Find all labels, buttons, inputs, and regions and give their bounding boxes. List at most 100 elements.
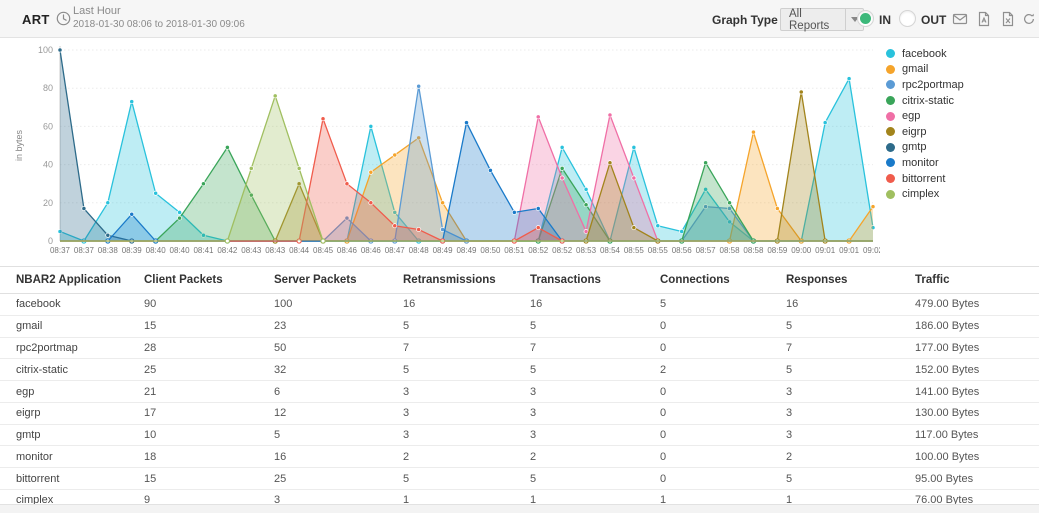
data-point[interactable] xyxy=(727,206,732,211)
data-point[interactable] xyxy=(607,112,613,118)
column-header[interactable]: Traffic xyxy=(899,266,1039,294)
data-point[interactable] xyxy=(559,144,565,150)
table-row[interactable]: egp 21 6 3 3 0 3 141.00 Bytes xyxy=(0,380,1039,403)
data-point[interactable] xyxy=(631,175,637,181)
data-point[interactable] xyxy=(248,192,254,198)
data-point[interactable] xyxy=(416,83,422,89)
data-point[interactable] xyxy=(440,200,446,206)
data-point[interactable] xyxy=(129,211,135,217)
table-row[interactable]: monitor 18 16 2 2 0 2 100.00 Bytes xyxy=(0,445,1039,469)
data-point[interactable] xyxy=(655,223,661,229)
time-range-block[interactable]: Last Hour 2018-01-30 08:06 to 2018-01-30… xyxy=(73,5,245,31)
data-point[interactable] xyxy=(703,204,709,210)
data-point[interactable] xyxy=(583,186,589,192)
data-point[interactable] xyxy=(392,223,398,229)
legend-item-eigrp[interactable]: eigrp xyxy=(886,124,1036,140)
data-point[interactable] xyxy=(320,238,326,244)
data-point[interactable] xyxy=(607,160,613,166)
data-point[interactable] xyxy=(177,209,183,215)
data-point[interactable] xyxy=(368,169,374,175)
export-pdf-icon[interactable] xyxy=(976,11,992,27)
data-point[interactable] xyxy=(583,228,589,234)
data-point[interactable] xyxy=(870,204,876,210)
data-point[interactable] xyxy=(392,209,398,215)
data-point[interactable] xyxy=(57,47,63,53)
data-point[interactable] xyxy=(535,225,541,231)
legend-item-monitor[interactable]: monitor xyxy=(886,155,1036,171)
data-point[interactable] xyxy=(177,215,183,221)
data-point[interactable] xyxy=(105,232,111,238)
data-point[interactable] xyxy=(870,225,876,231)
data-point[interactable] xyxy=(105,200,111,206)
data-point[interactable] xyxy=(344,215,350,221)
data-point[interactable] xyxy=(750,129,756,135)
table-row[interactable]: facebook 90 100 16 16 5 16 479.00 Bytes xyxy=(0,293,1039,316)
legend-item-gmail[interactable]: gmail xyxy=(886,62,1036,78)
data-point[interactable] xyxy=(679,228,685,234)
data-point[interactable] xyxy=(296,238,302,244)
data-point[interactable] xyxy=(201,181,206,187)
legend-item-citrix-static[interactable]: citrix-static xyxy=(886,93,1036,109)
table-row[interactable]: gmtp 10 5 3 3 0 3 117.00 Bytes xyxy=(0,424,1039,447)
legend-item-gmtp[interactable]: gmtp xyxy=(886,140,1036,156)
data-point[interactable] xyxy=(703,186,709,192)
data-point[interactable] xyxy=(344,181,350,187)
data-point[interactable] xyxy=(559,175,565,181)
mail-icon[interactable] xyxy=(952,11,968,27)
data-point[interactable] xyxy=(81,206,87,211)
data-point[interactable] xyxy=(153,190,159,196)
legend-item-egp[interactable]: egp xyxy=(886,108,1036,124)
data-point[interactable] xyxy=(535,206,541,211)
data-point[interactable] xyxy=(464,120,469,126)
column-header[interactable]: Transactions xyxy=(514,266,644,294)
data-point[interactable] xyxy=(416,135,422,141)
series-cimplex[interactable] xyxy=(60,93,873,244)
legend-item-bittorrent[interactable]: bittorrent xyxy=(886,171,1036,187)
data-point[interactable] xyxy=(320,116,326,122)
data-point[interactable] xyxy=(798,89,804,95)
data-point[interactable] xyxy=(535,114,541,120)
data-point[interactable] xyxy=(727,200,732,206)
data-point[interactable] xyxy=(822,120,828,126)
data-point[interactable] xyxy=(631,225,637,231)
data-point[interactable] xyxy=(296,165,302,171)
data-point[interactable] xyxy=(248,165,254,171)
data-point[interactable] xyxy=(368,123,374,129)
column-header[interactable]: Server Packets xyxy=(258,266,387,294)
data-point[interactable] xyxy=(129,99,135,105)
data-point[interactable] xyxy=(774,206,780,211)
table-row[interactable]: eigrp 17 12 3 3 0 3 130.00 Bytes xyxy=(0,402,1039,425)
data-point[interactable] xyxy=(559,165,565,171)
data-point[interactable] xyxy=(631,144,637,150)
refresh-icon[interactable] xyxy=(1022,11,1036,27)
data-point[interactable] xyxy=(392,152,398,158)
table-row[interactable]: rpc2portmap 28 50 7 7 0 7 177.00 Bytes xyxy=(0,337,1039,360)
data-point[interactable] xyxy=(224,238,231,244)
data-point[interactable] xyxy=(487,167,493,173)
legend-item-rpc2portmap[interactable]: rpc2portmap xyxy=(886,77,1036,93)
table-row[interactable]: gmail 15 23 5 5 0 5 186.00 Bytes xyxy=(0,315,1039,338)
data-point[interactable] xyxy=(583,202,589,208)
column-header[interactable]: Connections xyxy=(644,266,770,294)
export-excel-icon[interactable] xyxy=(1000,11,1016,27)
data-point[interactable] xyxy=(368,200,374,206)
table-row[interactable]: bittorrent 15 25 5 5 0 5 95.00 Bytes xyxy=(0,467,1039,491)
legend-item-cimplex[interactable]: cimplex xyxy=(886,186,1036,202)
out-radio[interactable] xyxy=(899,10,916,27)
data-point[interactable] xyxy=(272,93,278,99)
column-header[interactable]: Responses xyxy=(770,266,899,294)
data-point[interactable] xyxy=(846,76,852,82)
data-point[interactable] xyxy=(703,160,709,166)
graph-type-select[interactable]: All Reports xyxy=(780,8,864,32)
data-point[interactable] xyxy=(296,181,302,187)
table-row[interactable]: citrix-static 25 32 5 5 2 5 152.00 Bytes xyxy=(0,358,1039,382)
data-point[interactable] xyxy=(57,228,63,234)
legend-item-facebook[interactable]: facebook xyxy=(886,46,1036,62)
data-point[interactable] xyxy=(416,227,422,232)
column-header[interactable]: Client Packets xyxy=(128,266,258,294)
data-point[interactable] xyxy=(201,232,206,238)
data-point[interactable] xyxy=(511,209,517,215)
data-point[interactable] xyxy=(727,219,732,225)
column-header[interactable]: NBAR2 Application xyxy=(0,266,128,294)
in-radio[interactable] xyxy=(857,10,874,27)
